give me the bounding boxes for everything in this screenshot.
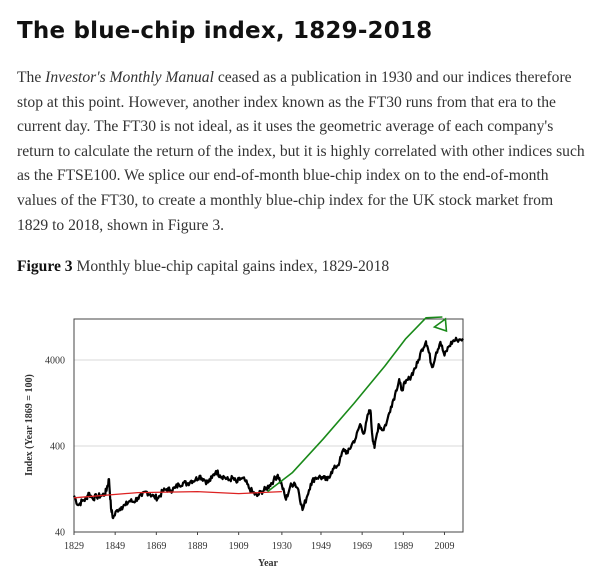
x-tick-label: 1849 [105,541,125,552]
body-paragraph: The Investor's Monthly Manual ceased as … [17,66,587,238]
x-tick-label: 1869 [146,541,166,552]
x-tick-label: 1930 [272,541,292,552]
paragraph-body: ceased as a publication in 1930 and our … [17,69,585,234]
paragraph-lead: The [17,69,46,86]
publication-title: Investor's Monthly Manual [45,69,214,86]
x-tick-label: 1989 [393,541,413,552]
plot-frame [73,318,464,533]
y-tick-label: 40 [55,528,65,539]
x-axis-label: Year [258,558,279,569]
x-tick-label: 2009 [434,541,454,552]
y-tick-label: 400 [50,442,65,453]
x-tick-label: 1969 [352,541,372,552]
x-tick-label: 1909 [229,541,249,552]
y-axis-label: Index (Year 1869 = 100) [24,374,35,476]
pre-1930-fit-line [73,490,282,499]
section-heading: The blue-chip index, 1829-2018 [17,18,433,44]
trend-arrowhead [432,317,448,333]
x-tick-label: 1949 [311,541,331,552]
index-line [72,336,464,520]
chart-series [72,316,464,520]
y-tick-label: 4000 [45,356,65,367]
chart-gridlines [74,359,463,447]
trend-line [267,316,443,493]
figure-label: Figure 3 [17,258,73,275]
figure-caption-text: Monthly blue-chip capital gains index, 1… [72,258,390,275]
x-tick-label: 1889 [187,541,207,552]
x-tick-label: 1829 [64,541,84,552]
figure-caption: Figure 3 Monthly blue-chip capital gains… [17,258,389,276]
y-tick-labels: 40 400 4000 [45,356,65,539]
x-tick-labels: 1829 1849 1869 1889 1909 1930 1949 1969 1989 2009 [64,532,454,552]
